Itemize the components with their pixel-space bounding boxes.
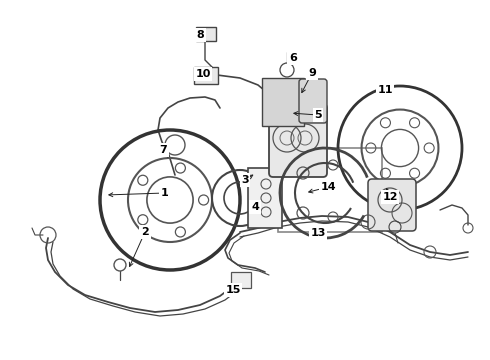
Text: 11: 11 [377, 85, 393, 95]
Text: 1: 1 [161, 188, 169, 198]
Text: 5: 5 [314, 110, 322, 120]
FancyBboxPatch shape [269, 104, 327, 177]
Text: 10: 10 [196, 69, 211, 79]
Text: 15: 15 [225, 285, 241, 295]
Text: 3: 3 [241, 175, 249, 185]
FancyBboxPatch shape [196, 27, 216, 41]
Text: 13: 13 [310, 228, 326, 238]
Text: 7: 7 [159, 145, 167, 155]
FancyBboxPatch shape [194, 67, 218, 84]
Text: 9: 9 [308, 68, 316, 78]
FancyBboxPatch shape [368, 179, 416, 231]
FancyBboxPatch shape [231, 272, 251, 288]
FancyBboxPatch shape [262, 78, 304, 126]
FancyBboxPatch shape [299, 79, 327, 123]
Text: 8: 8 [196, 30, 204, 40]
Bar [278, 148, 382, 232]
Text: 2: 2 [141, 227, 149, 237]
FancyBboxPatch shape [248, 168, 282, 228]
Text: 4: 4 [251, 202, 259, 212]
Text: 6: 6 [289, 53, 297, 63]
Text: 12: 12 [382, 192, 398, 202]
Text: 14: 14 [320, 182, 336, 192]
